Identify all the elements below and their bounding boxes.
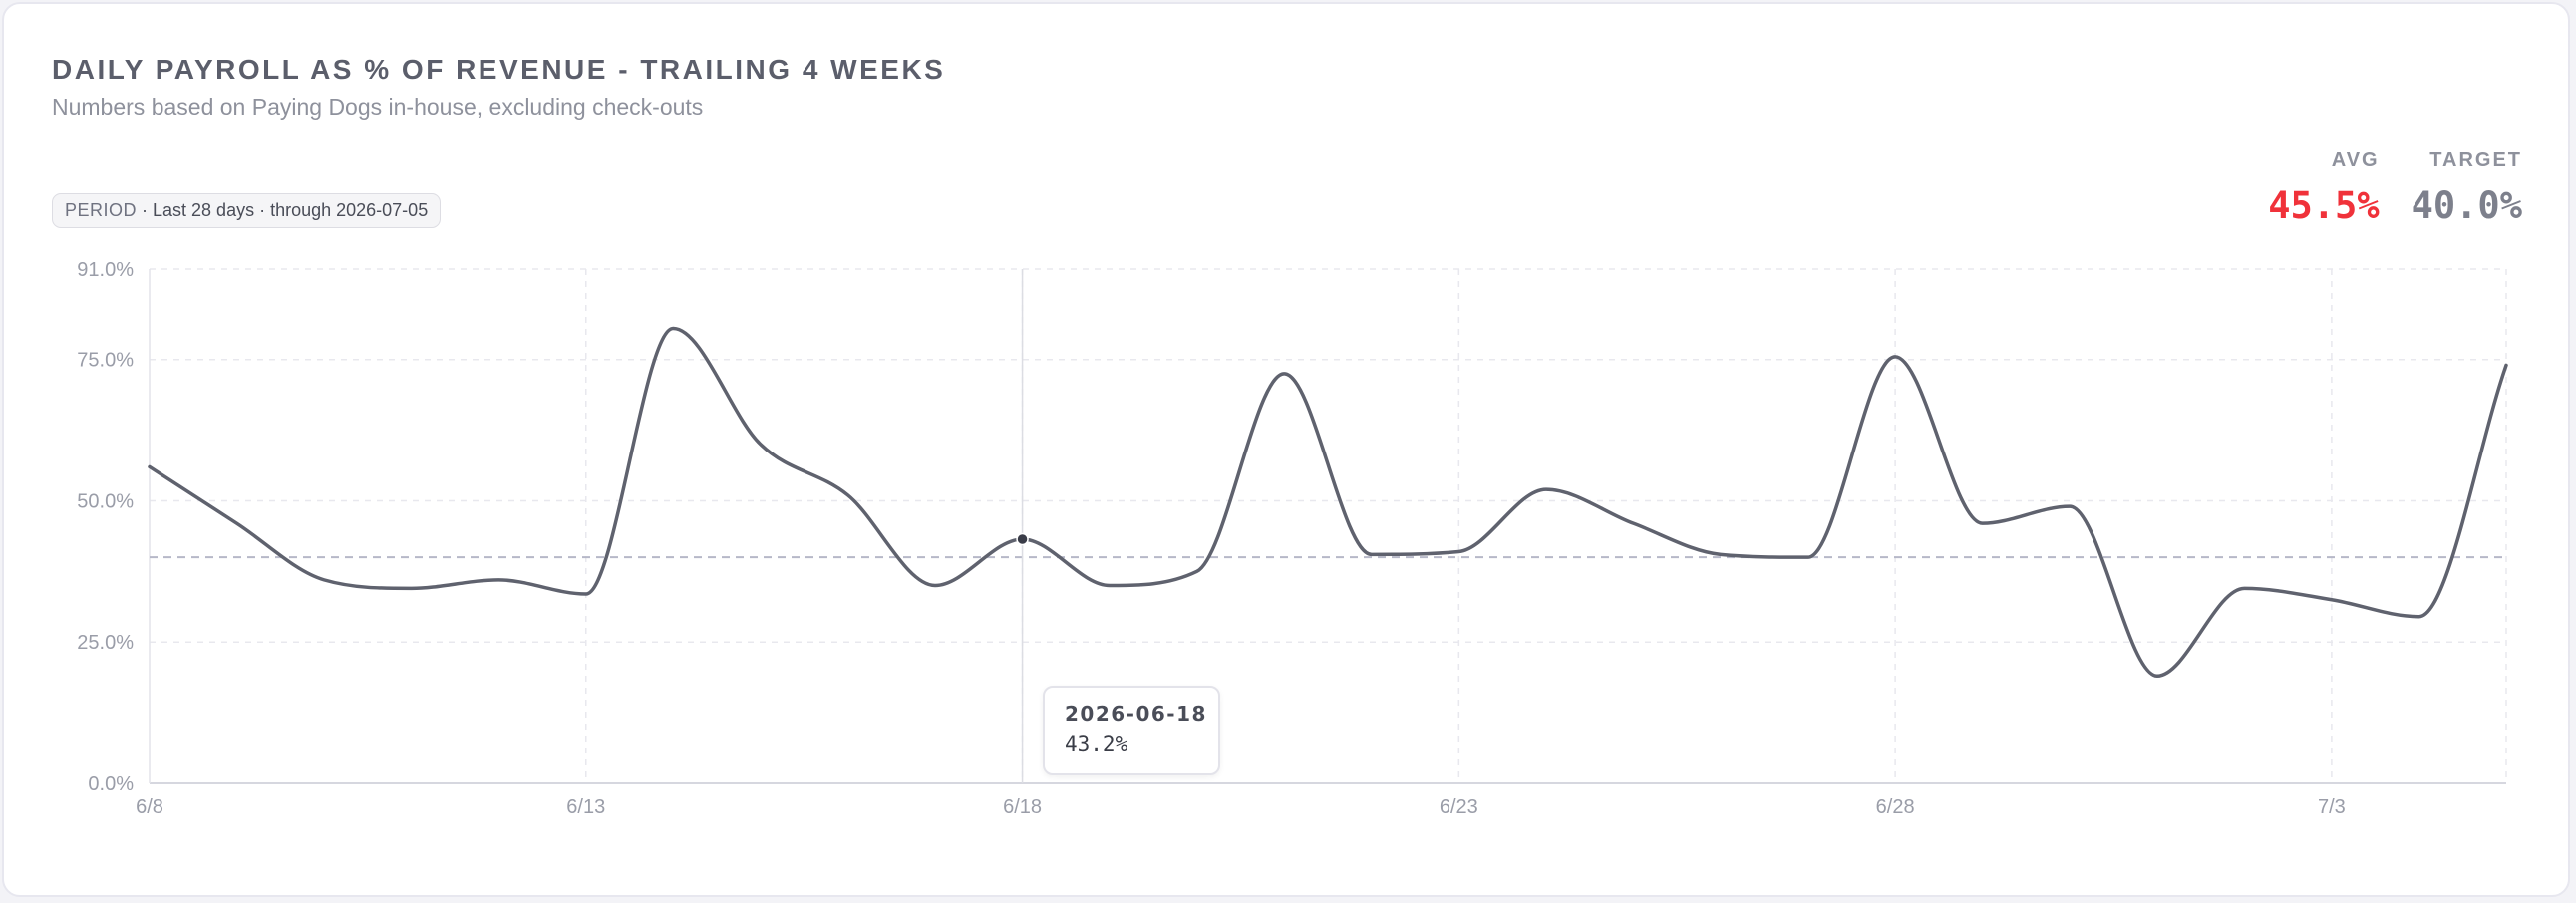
tooltip-value: 43.2%: [1065, 732, 1128, 755]
x-tick-label: 6/8: [136, 796, 163, 818]
period-text: · Last 28 days · through 2026-07-05: [137, 200, 429, 220]
avg-value: 45.5%: [2268, 184, 2380, 227]
x-tick-label: 7/3: [2318, 796, 2346, 818]
period-key: PERIOD: [65, 200, 138, 220]
axis-layer: 0.0% 25.0% 50.0% 75.0% 91.0% 6/8 6/13 6/18 6/23 6…: [77, 259, 2506, 818]
avg-stat: AVG 45.5%: [2268, 150, 2379, 227]
avg-label: AVG: [2331, 150, 2380, 171]
stats-group: AVG 45.5% TARGET 40.0%: [2268, 150, 2522, 227]
y-tick-label: 25.0%: [77, 632, 134, 654]
chart-subtitle: Numbers based on Paying Dogs in-house, e…: [52, 94, 704, 120]
grid-layer: [150, 268, 2507, 783]
highlight-point: [1016, 532, 1029, 546]
x-tick-label: 6/18: [1003, 796, 1042, 818]
chart-title: DAILY PAYROLL AS % OF REVENUE - TRAILING…: [52, 54, 946, 85]
target-label: TARGET: [2429, 150, 2522, 171]
x-tick-label: 6/23: [1440, 796, 1478, 818]
line-layer: [148, 269, 2508, 783]
series-line: [148, 326, 2508, 679]
period-badge: PERIOD · Last 28 days · through 2026-07-…: [52, 193, 442, 228]
y-tick-label: 50.0%: [77, 490, 134, 512]
y-tick-label: 75.0%: [77, 350, 134, 372]
x-tick-label: 6/13: [566, 796, 605, 818]
tooltip-date: 2026-06-18: [1065, 702, 1207, 726]
y-tick-label: 0.0%: [88, 773, 134, 795]
x-tick-label: 6/28: [1876, 796, 1915, 818]
target-value: 40.0%: [2411, 184, 2522, 227]
target-stat: TARGET 40.0%: [2412, 150, 2522, 227]
y-tick-label: 91.0%: [77, 259, 134, 281]
hover-tooltip: 2026-06-18 43.2%: [1043, 686, 1220, 775]
